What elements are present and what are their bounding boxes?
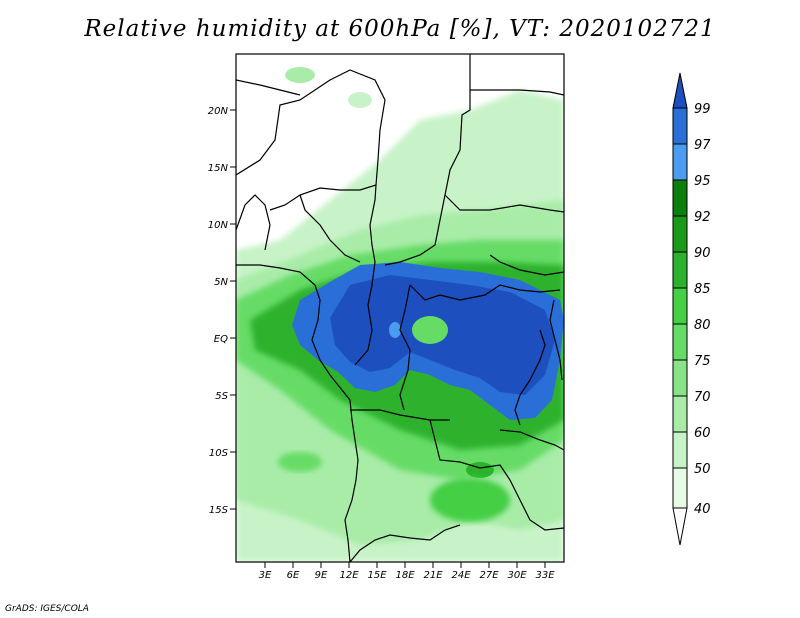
lat-label-10s: 10S	[209, 448, 229, 459]
lat-label-5s: 5S	[215, 391, 228, 402]
colorbar-segment-80-85	[672, 287, 688, 325]
colorbar-segment-50-60	[672, 431, 688, 469]
country-borders	[236, 54, 564, 562]
lat-label-eq: EQ	[214, 334, 228, 345]
lon-label-18e: 18E	[395, 570, 415, 581]
colorbar-segment-70-75	[672, 359, 688, 397]
lat-label-5n: 5N	[214, 277, 228, 288]
lon-label-24e: 24E	[451, 570, 471, 581]
colorbar-label-40: 40	[694, 502, 711, 517]
colorbar-segment-40-50	[672, 467, 688, 509]
colorbar-segment-95-97	[672, 143, 688, 181]
colorbar-top-arrow	[672, 72, 688, 109]
colorbar-label-60: 60	[694, 426, 711, 441]
colorbar-segment-85-90	[672, 251, 688, 289]
lon-axis: 3E 6E 9E 12E 15E 18E 21E 24E 27E 30E 33E	[259, 562, 555, 581]
humidity-field	[236, 67, 564, 562]
colorbar-label-99: 99	[694, 102, 711, 117]
lat-label-10n: 10N	[208, 220, 229, 231]
colorbar-label-95: 95	[694, 174, 711, 189]
lon-label-30e: 30E	[507, 570, 527, 581]
colorbar-segment-75-80	[672, 323, 688, 361]
colorbar-label-80: 80	[694, 318, 711, 333]
lon-label-21e: 21E	[423, 570, 443, 581]
colorbar-label-70: 70	[694, 390, 711, 405]
lon-label-6e: 6E	[287, 570, 300, 581]
colorbar-label-90: 90	[694, 246, 711, 261]
colorbar-segment-90-92	[672, 215, 688, 253]
lat-label-15s: 15S	[209, 505, 229, 516]
lon-label-12e: 12E	[339, 570, 359, 581]
colorbar-label-75: 75	[694, 354, 711, 369]
lat-label-20n: 20N	[208, 106, 229, 117]
colorbar-label-97: 97	[694, 138, 711, 153]
credit-text: GrADS: IGES/COLA	[5, 604, 89, 614]
lon-label-3e: 3E	[259, 570, 272, 581]
colorbar: 99 97 95 92 90 85 80 75 70 60 50 40	[672, 72, 711, 546]
colorbar-label-92: 92	[694, 210, 711, 225]
colorbar-segment-97-99	[672, 107, 688, 145]
lon-label-9e: 9E	[315, 570, 328, 581]
lat-axis: 20N 15N 10N 5N EQ 5S 10S 15S	[208, 106, 236, 516]
colorbar-label-50: 50	[694, 462, 711, 477]
lon-label-15e: 15E	[367, 570, 387, 581]
lon-label-27e: 27E	[479, 570, 499, 581]
colorbar-segment-92-95	[672, 179, 688, 217]
colorbar-label-85: 85	[694, 282, 711, 297]
lon-label-33e: 33E	[535, 570, 555, 581]
colorbar-bottom-arrow	[672, 507, 688, 546]
map-frame	[235, 53, 565, 563]
lat-label-15n: 15N	[208, 163, 229, 174]
colorbar-segment-60-70	[672, 395, 688, 433]
map-title: Relative humidity at 600hPa [%], VT: 202…	[84, 16, 716, 42]
